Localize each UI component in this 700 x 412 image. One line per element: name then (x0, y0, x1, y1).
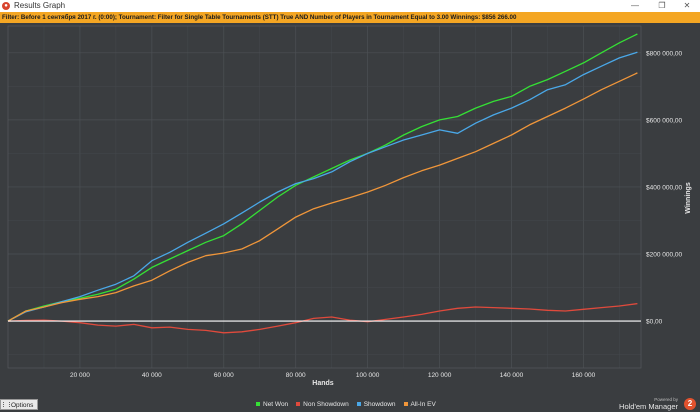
legend-label: Showdown (363, 401, 396, 408)
filter-bar: Filter: Before 1 сентября 2017 г. (0:00)… (0, 12, 700, 23)
x-tick-label: 20 000 (70, 372, 90, 379)
x-tick-label: 140 000 (500, 372, 524, 379)
hm2-logo-icon: 2 (684, 398, 696, 410)
legend-label: Non Showdown (303, 401, 349, 408)
series-line-all-in-ev (7, 72, 638, 322)
x-tick-label: 160 000 (572, 372, 596, 379)
legend-item-all-in-ev[interactable]: All-In EV (403, 400, 436, 410)
minimize-button[interactable]: — (631, 1, 639, 10)
x-tick-label: 100 000 (356, 372, 380, 379)
options-button[interactable]: Options (0, 399, 39, 410)
legend-swatch (403, 402, 408, 407)
x-axis-label: Hands (312, 380, 334, 387)
plot-border (7, 25, 642, 369)
brand-name: Hold'em Manager (619, 402, 678, 411)
legend-swatch (356, 402, 361, 407)
x-tick-label: 40 000 (142, 372, 162, 379)
chart-series (7, 33, 641, 334)
y-tick-label: $200 000,00 (646, 252, 683, 259)
y-tick-label: $800 000,00 (646, 50, 683, 57)
hm-logo-icon: ● (2, 2, 10, 10)
x-tick-label: 80 000 (286, 372, 306, 379)
x-axis-ticks: 20 000 40 000 60 000 80 000 100 000 120 000 14… (70, 372, 596, 379)
series-line-showdown (7, 51, 638, 322)
legend-label: All-In EV (410, 401, 436, 408)
options-label: Options (11, 402, 34, 409)
chart-svg: 20 000 40 000 60 000 80 000 100 000 120 000 14… (7, 25, 692, 387)
y-tick-label: $0,00 (646, 319, 663, 326)
chart-legend: Net Won Non Showdown Showdown All-In EV (256, 400, 444, 410)
legend-item-showdown[interactable]: Showdown (356, 400, 396, 410)
series-line-non-showdown (7, 302, 638, 334)
footer-bar: Options Net Won Non Showdown Showdown All-I… (0, 397, 700, 412)
legend-item-non-showdown[interactable]: Non Showdown (296, 400, 349, 410)
legend-item-net-won[interactable]: Net Won (256, 400, 288, 410)
legend-label: Net Won (263, 401, 289, 408)
results-chart: 20 000 40 000 60 000 80 000 100 000 120 000 14… (0, 23, 700, 397)
x-tick-label: 60 000 (214, 372, 234, 379)
window-title: Results Graph (14, 1, 66, 10)
y-tick-label: $400 000,00 (646, 184, 683, 191)
chart-grid (7, 25, 642, 369)
x-tick-label: 120 000 (428, 372, 452, 379)
title-bar: ● Results Graph — ❐ ✕ (0, 0, 700, 12)
y-axis-label: Winnings (685, 182, 692, 214)
powered-by-text: Powered by (654, 397, 678, 402)
series-line-net-won (7, 33, 638, 322)
legend-swatch (296, 402, 301, 407)
y-tick-label: $600 000,00 (646, 117, 683, 124)
maximize-button[interactable]: ❐ (658, 1, 666, 10)
close-button[interactable]: ✕ (683, 1, 691, 10)
legend-swatch (256, 402, 260, 407)
filter-text: Filter: Before 1 сентября 2017 г. (0:00)… (2, 14, 517, 21)
grip-icon (3, 402, 10, 407)
y-axis-ticks: $0,00 $200 000,00 $400 000,00 $600 000,00 $8… (646, 50, 683, 325)
